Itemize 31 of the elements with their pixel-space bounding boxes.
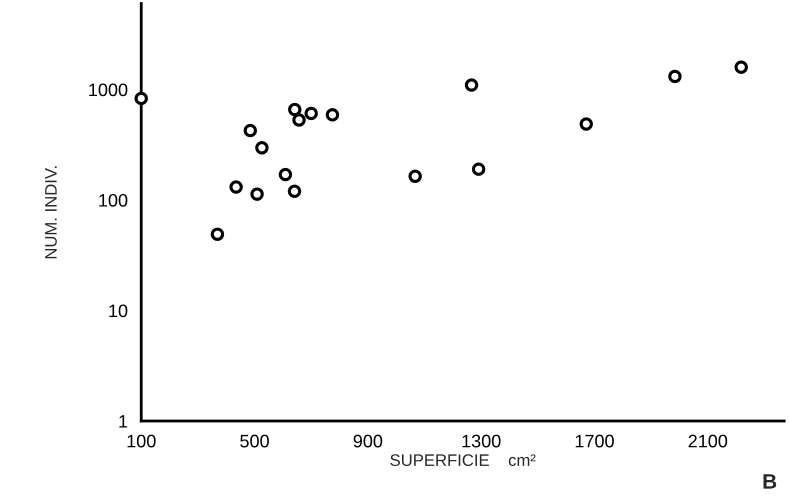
y-tick-label: 1000 — [89, 83, 128, 96]
y-axis-title: NUM. INDIV. — [45, 166, 57, 258]
x-tick-label: 100 — [128, 434, 156, 448]
point — [250, 187, 264, 201]
point — [244, 124, 257, 138]
point — [580, 117, 593, 131]
x-tick-label: 1300 — [462, 434, 501, 448]
x-tick-label: 2100 — [688, 434, 728, 448]
x-tick-label: 1700 — [576, 434, 614, 448]
x-axis-title: SUPERFICIE cm² — [390, 454, 536, 466]
x-tick-label: 500 — [240, 434, 269, 448]
x-tick-label: 900 — [354, 434, 382, 448]
point — [288, 184, 302, 198]
point — [472, 162, 486, 176]
point — [210, 228, 224, 241]
point — [464, 78, 478, 92]
y-tick-label: 100 — [99, 194, 128, 207]
point — [304, 106, 318, 120]
point — [255, 141, 269, 154]
point — [292, 113, 306, 127]
point — [229, 180, 243, 194]
point — [408, 170, 422, 183]
point — [668, 70, 682, 84]
y-tick-label: 1 — [119, 415, 128, 428]
point — [278, 168, 292, 182]
point — [134, 92, 148, 106]
point — [326, 108, 340, 122]
point — [734, 60, 748, 74]
point — [288, 102, 302, 116]
y-tick-label: 10 — [109, 304, 128, 318]
text: B — [764, 474, 776, 489]
